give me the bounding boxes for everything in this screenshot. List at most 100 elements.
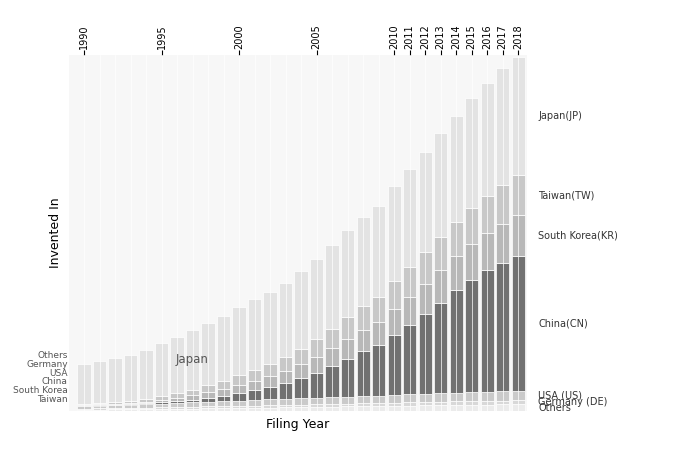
Bar bbox=[356, 404, 370, 406]
Bar bbox=[201, 402, 214, 406]
Bar bbox=[449, 222, 462, 256]
Bar bbox=[171, 398, 184, 401]
Bar bbox=[171, 337, 184, 393]
Bar bbox=[419, 394, 432, 402]
Bar bbox=[248, 370, 261, 381]
Bar bbox=[388, 406, 401, 411]
Bar bbox=[310, 373, 323, 398]
Bar bbox=[124, 404, 137, 405]
Bar bbox=[264, 387, 277, 399]
Bar bbox=[512, 404, 525, 411]
Bar bbox=[372, 206, 385, 297]
Bar bbox=[201, 409, 214, 411]
Text: China(CN): China(CN) bbox=[538, 318, 588, 328]
Bar bbox=[341, 404, 354, 406]
Bar bbox=[465, 244, 478, 280]
Bar bbox=[248, 381, 261, 390]
Bar bbox=[124, 403, 137, 404]
Bar bbox=[419, 314, 432, 394]
Bar bbox=[217, 381, 230, 389]
Bar bbox=[201, 393, 214, 398]
Bar bbox=[295, 349, 308, 364]
Bar bbox=[217, 406, 230, 408]
Bar bbox=[279, 357, 292, 371]
Bar bbox=[264, 405, 277, 408]
Bar bbox=[372, 403, 385, 406]
Bar bbox=[465, 405, 478, 411]
Bar bbox=[264, 364, 277, 376]
Bar bbox=[481, 83, 494, 196]
Bar bbox=[372, 345, 385, 396]
Bar bbox=[388, 335, 401, 395]
Bar bbox=[449, 405, 462, 411]
Bar bbox=[434, 405, 447, 411]
Bar bbox=[356, 406, 370, 411]
Bar bbox=[140, 350, 153, 399]
Text: South Korea(KR): South Korea(KR) bbox=[538, 230, 618, 240]
Bar bbox=[155, 343, 168, 396]
Bar bbox=[325, 366, 338, 397]
Bar bbox=[93, 404, 106, 405]
Bar bbox=[310, 407, 323, 411]
Bar bbox=[140, 404, 153, 408]
Bar bbox=[248, 299, 261, 370]
Bar bbox=[140, 409, 153, 411]
Bar bbox=[341, 359, 354, 397]
Bar bbox=[434, 133, 447, 237]
Bar bbox=[512, 391, 525, 400]
Bar bbox=[140, 399, 153, 402]
Bar bbox=[372, 322, 385, 345]
Bar bbox=[77, 409, 90, 411]
Bar bbox=[310, 259, 323, 340]
Bar bbox=[325, 404, 338, 407]
Bar bbox=[295, 271, 308, 349]
Bar bbox=[108, 402, 122, 404]
Text: Taiwan: Taiwan bbox=[37, 395, 68, 404]
Text: Germany: Germany bbox=[26, 360, 68, 369]
Bar bbox=[93, 403, 106, 404]
Bar bbox=[108, 358, 122, 402]
Bar bbox=[279, 405, 292, 407]
Text: Germany (DE): Germany (DE) bbox=[538, 397, 608, 407]
Bar bbox=[372, 396, 385, 403]
Bar bbox=[465, 393, 478, 401]
Bar bbox=[403, 169, 416, 267]
Bar bbox=[124, 408, 137, 409]
Bar bbox=[77, 404, 90, 405]
Bar bbox=[279, 407, 292, 411]
Bar bbox=[201, 323, 214, 385]
Bar bbox=[388, 186, 401, 282]
Bar bbox=[93, 405, 106, 409]
Bar bbox=[356, 329, 370, 351]
Bar bbox=[496, 69, 509, 185]
Bar bbox=[419, 152, 432, 252]
Bar bbox=[186, 400, 199, 403]
Bar bbox=[232, 393, 246, 400]
Bar bbox=[171, 393, 184, 398]
Bar bbox=[434, 402, 447, 405]
Bar bbox=[496, 404, 509, 411]
Bar bbox=[481, 392, 494, 401]
Bar bbox=[155, 404, 168, 408]
Bar bbox=[403, 298, 416, 325]
Bar bbox=[341, 317, 354, 339]
Bar bbox=[124, 405, 137, 408]
Bar bbox=[232, 408, 246, 411]
Bar bbox=[434, 303, 447, 393]
Bar bbox=[171, 403, 184, 407]
Bar bbox=[356, 306, 370, 329]
Bar bbox=[356, 351, 370, 396]
Bar bbox=[77, 406, 90, 409]
Bar bbox=[108, 409, 122, 411]
Bar bbox=[248, 390, 261, 400]
Bar bbox=[124, 355, 137, 401]
Text: Japan(JP): Japan(JP) bbox=[538, 111, 582, 121]
Bar bbox=[403, 267, 416, 298]
Bar bbox=[217, 401, 230, 406]
Bar bbox=[434, 237, 447, 271]
Bar bbox=[295, 407, 308, 411]
Bar bbox=[232, 385, 246, 393]
Text: Taiwan(TW): Taiwan(TW) bbox=[538, 190, 595, 200]
Bar bbox=[419, 252, 432, 284]
Bar bbox=[295, 398, 308, 404]
